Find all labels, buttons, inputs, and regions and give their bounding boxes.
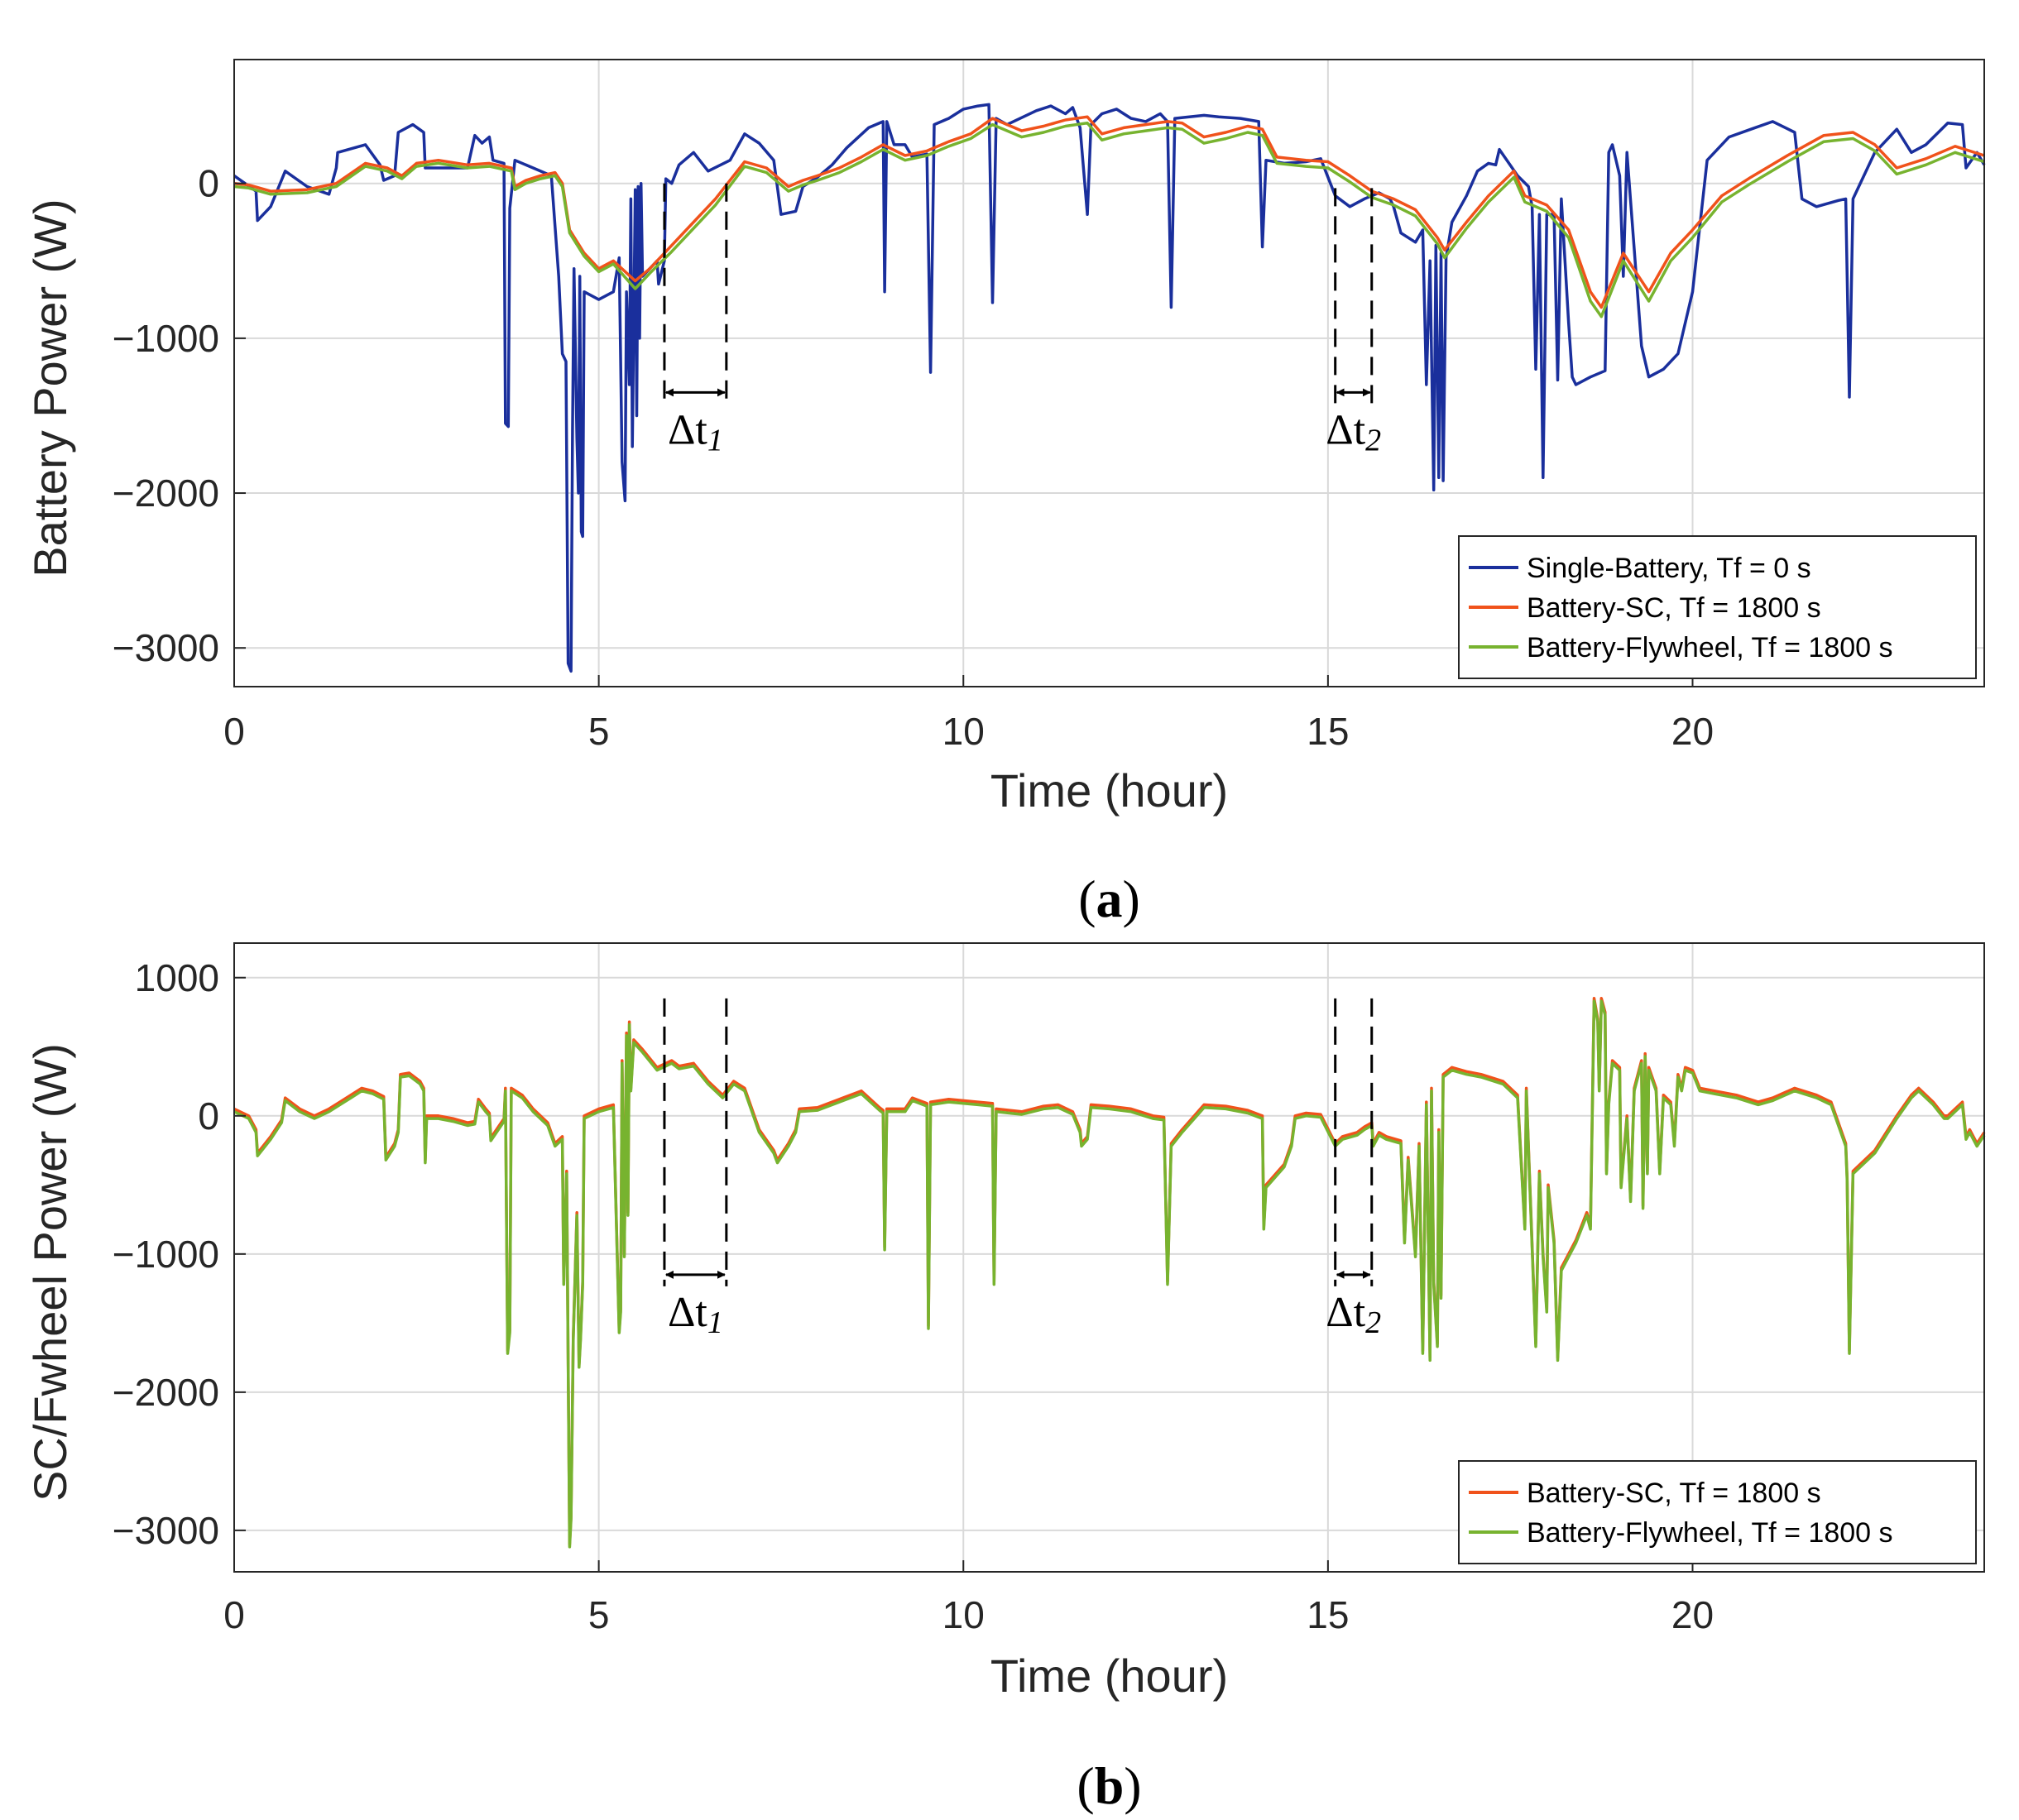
x-tick-label: 10 (942, 710, 985, 753)
delta-t2-label: Δt2 (1326, 1289, 1381, 1340)
y-axis-ticks: 0 −1000 −2000 −3000 (113, 162, 246, 669)
x-tick-label: 15 (1307, 710, 1349, 753)
interval-annotations: Δt1 Δt2 (663, 998, 1381, 1340)
legend: Single-Battery, Tf = 0 s Battery-SC, Tf … (1458, 535, 1977, 679)
x-tick-label: 5 (588, 710, 610, 753)
chart-panel-a: Δt1 Δt2 0 5 10 15 20 0 −1000 −2000 −3000 Time (… (24, 59, 1986, 928)
interval-annotations: Δt1 Δt2 (663, 183, 1381, 457)
plot-frame (233, 59, 1985, 687)
x-axis-ticks: 0 5 10 15 20 (223, 675, 1714, 753)
y-axis-label: SC/Fwheel Power (W) (24, 1043, 76, 1502)
legend-label: Battery-SC, Tf = 1800 s (1527, 1478, 1821, 1509)
delta-t1-label: Δt1 (668, 1289, 723, 1340)
y-tick-label: −3000 (113, 1509, 219, 1552)
x-axis-label: Time (hour) (990, 1650, 1228, 1702)
x-axis-label: Time (hour) (990, 764, 1228, 817)
chart-panel-b: Δt1 Δt2 0 5 10 15 20 1000 0 −1000 −2000 −3000 Ti… (24, 942, 1986, 1815)
y-axis-ticks: 1000 0 −1000 −2000 −3000 (113, 956, 246, 1552)
panel-label-a: (a) (1078, 869, 1140, 928)
y-tick-label: −2000 (113, 1371, 219, 1414)
legend-label: Battery-Flywheel, Tf = 1800 s (1527, 1517, 1893, 1549)
delta-t2-label: Δt2 (1326, 406, 1381, 457)
x-tick-label: 20 (1671, 710, 1714, 753)
x-tick-label: 0 (223, 710, 245, 753)
series-line-battery-flywheel (233, 999, 1986, 1549)
x-tick-label: 15 (1307, 1593, 1349, 1636)
y-tick-label: −2000 (113, 472, 219, 515)
y-tick-label: −3000 (113, 626, 219, 669)
legend-entry-battery-sc: Battery-SC, Tf = 1800 s (1469, 1478, 1821, 1509)
x-tick-label: 5 (588, 1593, 610, 1636)
y-tick-label: 1000 (135, 956, 219, 999)
legend-box (1458, 1460, 1977, 1564)
panel-label-b: (b) (1077, 1756, 1141, 1815)
x-axis-ticks: 0 5 10 15 20 (223, 1560, 1714, 1636)
delta-t1-annotation: Δt1 (663, 998, 728, 1340)
series-line-battery-sc (233, 115, 1985, 309)
y-tick-label: 0 (198, 162, 219, 205)
legend: Battery-SC, Tf = 1800 s Battery-Flywheel… (1458, 1460, 1977, 1564)
legend-entry-single-battery: Single-Battery, Tf = 0 s (1469, 553, 1811, 584)
plot-frame (233, 942, 1985, 1573)
delta-t1-label: Δt1 (668, 406, 723, 457)
x-tick-label: 0 (223, 1593, 245, 1636)
legend-label: Battery-Flywheel, Tf = 1800 s (1527, 632, 1893, 663)
x-tick-label: 20 (1671, 1593, 1714, 1636)
series-line-single-battery (233, 103, 1986, 673)
delta-t2-annotation: Δt2 (1326, 188, 1381, 457)
y-tick-label: −1000 (113, 317, 219, 360)
series-lines (233, 103, 1986, 673)
y-axis-label: Battery Power (W) (24, 199, 76, 577)
delta-t1-annotation: Δt1 (663, 183, 728, 457)
y-tick-label: −1000 (113, 1233, 219, 1276)
legend-label: Single-Battery, Tf = 0 s (1527, 553, 1811, 584)
legend-label: Battery-SC, Tf = 1800 s (1527, 592, 1821, 624)
legend-entry-battery-flywheel: Battery-Flywheel, Tf = 1800 s (1469, 1517, 1893, 1549)
y-tick-label: 0 (198, 1094, 219, 1138)
x-tick-label: 10 (942, 1593, 985, 1636)
series-lines (233, 997, 1986, 1549)
legend-box (1458, 535, 1977, 679)
legend-entry-battery-flywheel: Battery-Flywheel, Tf = 1800 s (1469, 632, 1893, 663)
legend-entry-battery-sc: Battery-SC, Tf = 1800 s (1469, 592, 1821, 624)
series-line-battery-flywheel (233, 121, 1985, 318)
delta-t2-annotation: Δt2 (1326, 998, 1381, 1340)
